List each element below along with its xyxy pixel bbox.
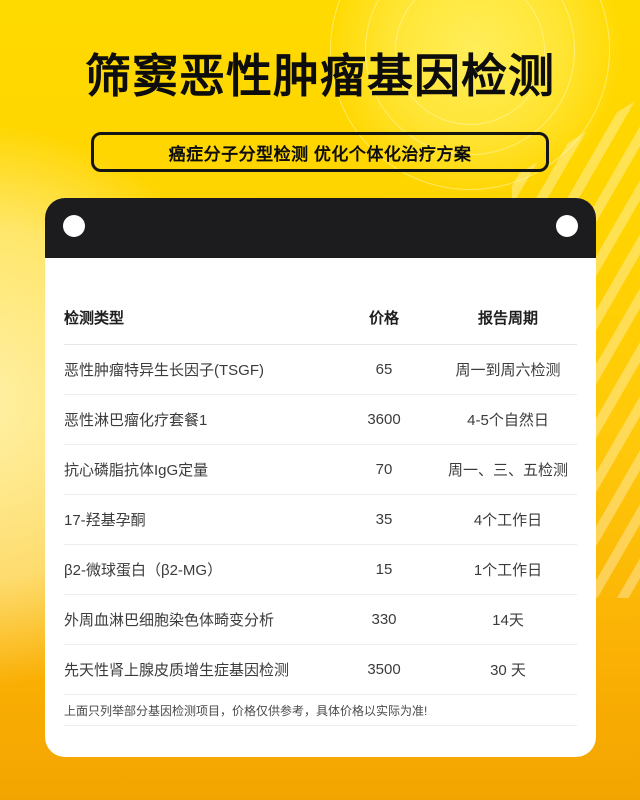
table-header-row: 检测类型 价格 报告周期: [64, 291, 577, 345]
column-header-price: 价格: [368, 310, 399, 327]
table-footnote: 上面只列举部分基因检测项目，价格仅供参考，具体价格以实际为准!: [64, 695, 577, 726]
report-cycle-cell: 4-5个自然日: [467, 412, 549, 429]
test-name-cell: 恶性肿瘤特异生长因子(TSGF): [64, 362, 264, 379]
footnote-text: 上面只列举部分基因检测项目，价格仅供参考，具体价格以实际为准!: [64, 703, 428, 718]
price-table: 检测类型 价格 报告周期 恶性肿瘤特异生长因子(TSGF) 65 周一到周六检测…: [45, 291, 596, 726]
table-body: 恶性肿瘤特异生长因子(TSGF) 65 周一到周六检测 恶性淋巴瘤化疗套餐1 3…: [64, 345, 577, 695]
price-cell: 70: [375, 461, 393, 478]
table-row: 抗心磷脂抗体IgG定量 70 周一、三、五检测: [64, 445, 577, 495]
test-name-cell: 先天性肾上腺皮质增生症基因检测: [64, 662, 290, 679]
card-header-bar: [45, 198, 596, 258]
report-cycle-cell: 14天: [492, 612, 524, 629]
tagline-pill: 癌症分子分型检测 优化个体化治疗方案: [91, 132, 549, 172]
test-name-cell: 17-羟基孕酮: [64, 512, 146, 529]
table-row: β2-微球蛋白（β2-MG） 15 1个工作日: [64, 545, 577, 595]
page-title: 筛窦恶性肿瘤基因检测: [85, 50, 555, 102]
column-header-type: 检测类型: [64, 310, 125, 327]
column-header-cycle: 报告周期: [477, 310, 538, 327]
test-name-cell: 恶性淋巴瘤化疗套餐1: [64, 412, 208, 429]
report-cycle-cell: 周一、三、五检测: [447, 462, 568, 479]
report-cycle-cell: 1个工作日: [473, 562, 543, 579]
price-card: 检测类型 价格 报告周期 恶性肿瘤特异生长因子(TSGF) 65 周一到周六检测…: [45, 198, 596, 757]
table-row: 17-羟基孕酮 35 4个工作日: [64, 495, 577, 545]
table-row: 恶性肿瘤特异生长因子(TSGF) 65 周一到周六检测: [64, 345, 577, 395]
report-cycle-cell: 30 天: [490, 662, 526, 679]
test-name-cell: β2-微球蛋白（β2-MG）: [64, 562, 223, 579]
price-cell: 35: [375, 511, 393, 528]
report-cycle-cell: 4个工作日: [473, 512, 543, 529]
table-row: 外周血淋巴细胞染色体畸变分析 330 14天: [64, 595, 577, 645]
table-row: 恶性淋巴瘤化疗套餐1 3600 4-5个自然日: [64, 395, 577, 445]
punch-hole-right: [556, 215, 578, 237]
test-name-cell: 外周血淋巴细胞染色体畸变分析: [64, 612, 275, 629]
price-cell: 65: [375, 361, 393, 378]
price-cell: 330: [371, 611, 397, 628]
price-cell: 3600: [367, 411, 401, 428]
table-row: 先天性肾上腺皮质增生症基因检测 3500 30 天: [64, 645, 577, 695]
price-cell: 3500: [367, 661, 401, 678]
test-name-cell: 抗心磷脂抗体IgG定量: [64, 462, 209, 479]
punch-hole-left: [63, 215, 85, 237]
report-cycle-cell: 周一到周六检测: [455, 362, 561, 379]
tagline-text: 癌症分子分型检测 优化个体化治疗方案: [168, 144, 472, 164]
price-cell: 15: [375, 561, 393, 578]
